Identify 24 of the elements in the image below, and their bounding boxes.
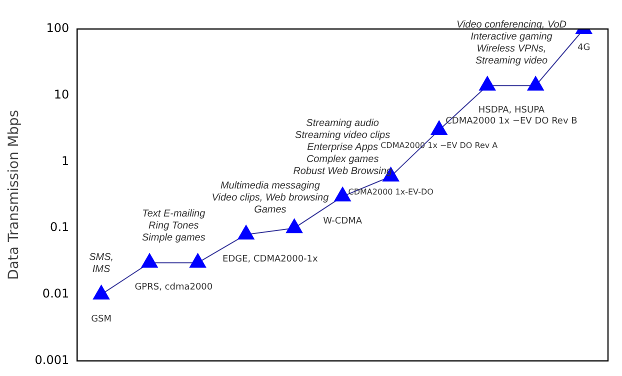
y-tick-label: 100 xyxy=(46,21,70,36)
annotation: Video conferencing, VoD Interactive gaming Wireless VPNs, Streaming video xyxy=(456,19,567,66)
point xyxy=(286,218,303,234)
annotation: SMS, IMS xyxy=(89,252,114,276)
y-axis-title: Data Transmission Mbps xyxy=(6,110,22,280)
annotation: GSM xyxy=(91,314,112,324)
annotation: Text E-mailing Ring Tones Simple games xyxy=(142,208,206,244)
annotation: GPRS, cdma2000 xyxy=(134,282,213,293)
y-tick-label: 1 xyxy=(62,154,70,168)
point xyxy=(527,76,544,91)
annotation: 4G xyxy=(578,42,590,53)
annotation: Multimedia messaging Video clips, Web browsing Games xyxy=(212,180,330,216)
point xyxy=(238,225,254,240)
y-tick-label: 0.1 xyxy=(50,220,70,234)
y-tick-label: 0.01 xyxy=(42,286,70,301)
annotation: W-CDMA xyxy=(323,216,363,226)
y-tick-label: 10 xyxy=(54,87,70,102)
annotation: EDGE, CDMA2000-1x xyxy=(222,254,319,264)
y-tick-label: 0.001 xyxy=(34,352,70,367)
point xyxy=(479,76,496,91)
point xyxy=(92,284,110,300)
point xyxy=(190,253,206,268)
point xyxy=(141,253,158,268)
point xyxy=(430,120,448,136)
